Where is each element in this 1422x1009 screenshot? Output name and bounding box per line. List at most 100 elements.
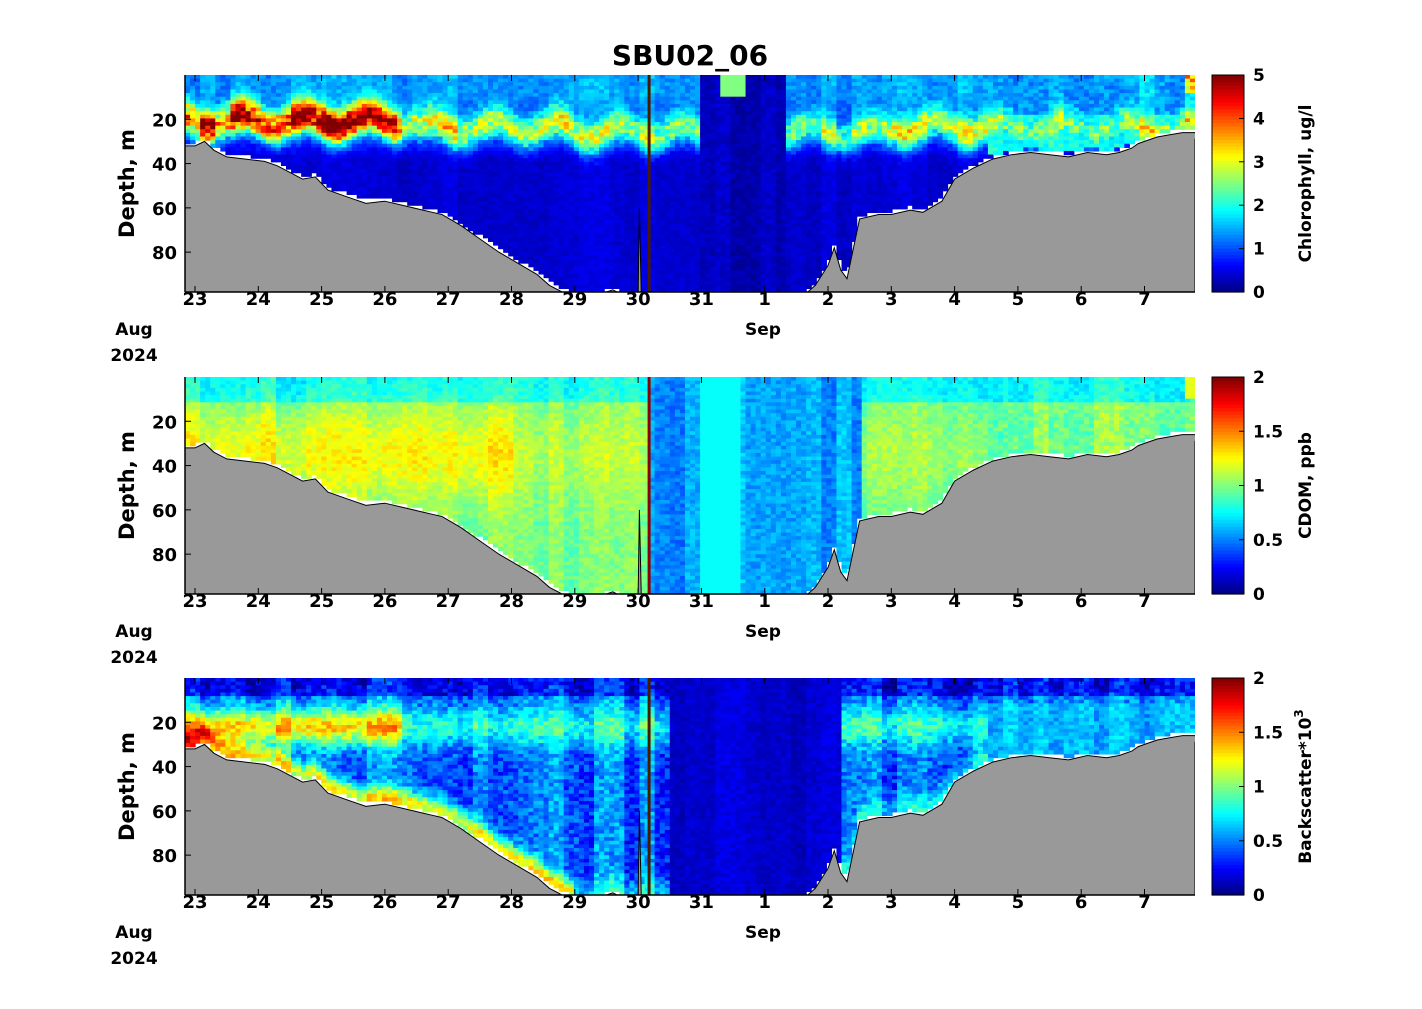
heatmap-backscatter xyxy=(185,678,1208,899)
y-axis-label: Depth, m xyxy=(115,732,139,841)
x-tick-label: 31 xyxy=(689,289,714,310)
y-tick-label: 80 xyxy=(152,545,177,566)
y-tick-label: 40 xyxy=(152,758,177,779)
colorbar-tick-label: 3 xyxy=(1253,153,1265,173)
x-tick-label: 28 xyxy=(499,289,524,310)
month-label-sep: Sep xyxy=(745,622,781,642)
x-tick-label: 1 xyxy=(758,892,771,913)
colorbar: 0 1 2 3 4 5 Chlorophyll, ug/l xyxy=(1212,66,1316,303)
x-tick-label: 24 xyxy=(246,591,271,612)
x-tick-label: 7 xyxy=(1138,892,1151,913)
month-label-sep: Sep xyxy=(745,923,781,943)
y-tick-label: 80 xyxy=(152,846,177,867)
x-tick-label: 3 xyxy=(885,591,898,612)
x-tick-label: 2 xyxy=(822,892,835,913)
x-tick-label: 30 xyxy=(626,892,651,913)
x-tick-label: 27 xyxy=(436,289,461,310)
month-label-aug: Aug xyxy=(115,923,152,943)
x-tick-label: 23 xyxy=(182,289,207,310)
x-tick-label: 6 xyxy=(1075,591,1088,612)
x-tick-label: 25 xyxy=(309,892,334,913)
colorbar-tick-label: 1.5 xyxy=(1253,422,1283,442)
y-tick-label: 20 xyxy=(152,110,177,131)
y-tick-label: 60 xyxy=(152,501,177,522)
x-tick-label: 4 xyxy=(948,289,961,310)
y-axis-label: Depth, m xyxy=(115,431,139,540)
x-tick-label: 6 xyxy=(1075,289,1088,310)
x-tick-label: 5 xyxy=(1012,892,1025,913)
colorbar-tick-label: 2 xyxy=(1253,368,1265,388)
x-tick-label: 6 xyxy=(1075,892,1088,913)
y-tick-label: 60 xyxy=(152,199,177,220)
y-tick-label: 80 xyxy=(152,243,177,264)
month-label-aug: Aug xyxy=(115,622,152,642)
y-tick-label: 20 xyxy=(152,713,177,734)
heatmap-chlorophyll xyxy=(185,75,1208,296)
colorbar-tick-label: 5 xyxy=(1253,66,1265,86)
x-tick-label: 30 xyxy=(626,289,651,310)
y-tick-label: 20 xyxy=(152,412,177,433)
x-tick-label: 4 xyxy=(948,892,961,913)
x-tick-label: 5 xyxy=(1012,591,1025,612)
x-tick-label: 28 xyxy=(499,892,524,913)
y-tick-label: 40 xyxy=(152,457,177,478)
x-tick-label: 3 xyxy=(885,892,898,913)
colorbar-tick-label: 1 xyxy=(1253,477,1265,497)
y-tick-label: 60 xyxy=(152,802,177,823)
colorbar-tick-label: 4 xyxy=(1253,109,1265,129)
x-tick-label: 24 xyxy=(246,892,271,913)
x-tick-label: 31 xyxy=(689,892,714,913)
colorbar-tick-label: 0 xyxy=(1253,585,1265,605)
colorbar-label: Backscatter*103 xyxy=(1292,709,1316,864)
colorbar-tick-label: 1.5 xyxy=(1253,723,1283,743)
profile-spike xyxy=(648,377,651,594)
x-tick-label: 3 xyxy=(885,289,898,310)
x-tick-label: 29 xyxy=(562,591,587,612)
figure-title: SBU02_06 xyxy=(612,39,768,72)
month-label-aug: Aug xyxy=(115,320,152,340)
colorbar-tick-label: 0 xyxy=(1253,283,1265,303)
x-tick-label: 23 xyxy=(182,892,207,913)
x-tick-label: 26 xyxy=(372,289,397,310)
year-label: 2024 xyxy=(110,648,157,668)
x-tick-label: 25 xyxy=(309,591,334,612)
y-axis-label: Depth, m xyxy=(115,129,139,238)
year-label: 2024 xyxy=(110,346,157,366)
colorbar: 0 0.5 1 1.5 2 CDOM, ppb xyxy=(1212,368,1316,605)
month-label-sep: Sep xyxy=(745,320,781,340)
x-tick-label: 24 xyxy=(246,289,271,310)
colorbar-tick-label: 1 xyxy=(1253,778,1265,798)
profile-spike xyxy=(648,75,651,292)
colorbar-tick-label: 0.5 xyxy=(1253,531,1283,551)
profile-spike xyxy=(648,678,651,895)
x-tick-label: 4 xyxy=(948,591,961,612)
colorbar-label: CDOM, ppb xyxy=(1296,432,1316,539)
x-tick-label: 27 xyxy=(436,591,461,612)
y-tick-label: 40 xyxy=(152,155,177,176)
x-tick-label: 30 xyxy=(626,591,651,612)
colorbar-tick-label: 0 xyxy=(1253,886,1265,906)
x-tick-label: 1 xyxy=(758,591,771,612)
colorbar-tick-label: 2 xyxy=(1253,196,1265,216)
x-tick-label: 26 xyxy=(372,591,397,612)
x-tick-label: 29 xyxy=(562,892,587,913)
x-tick-label: 5 xyxy=(1012,289,1025,310)
x-tick-label: 7 xyxy=(1138,289,1151,310)
x-tick-label: 28 xyxy=(499,591,524,612)
colorbar-tick-label: 1 xyxy=(1253,240,1265,260)
x-tick-label: 7 xyxy=(1138,591,1151,612)
x-tick-label: 1 xyxy=(758,289,771,310)
x-tick-label: 27 xyxy=(436,892,461,913)
colorbar-tick-label: 2 xyxy=(1253,669,1265,689)
x-tick-label: 31 xyxy=(689,591,714,612)
x-tick-label: 2 xyxy=(822,591,835,612)
colorbar-label-exponent: 3 xyxy=(1292,709,1306,717)
x-tick-label: 2 xyxy=(822,289,835,310)
colorbar-label: Chlorophyll, ug/l xyxy=(1296,105,1316,263)
x-tick-label: 26 xyxy=(372,892,397,913)
